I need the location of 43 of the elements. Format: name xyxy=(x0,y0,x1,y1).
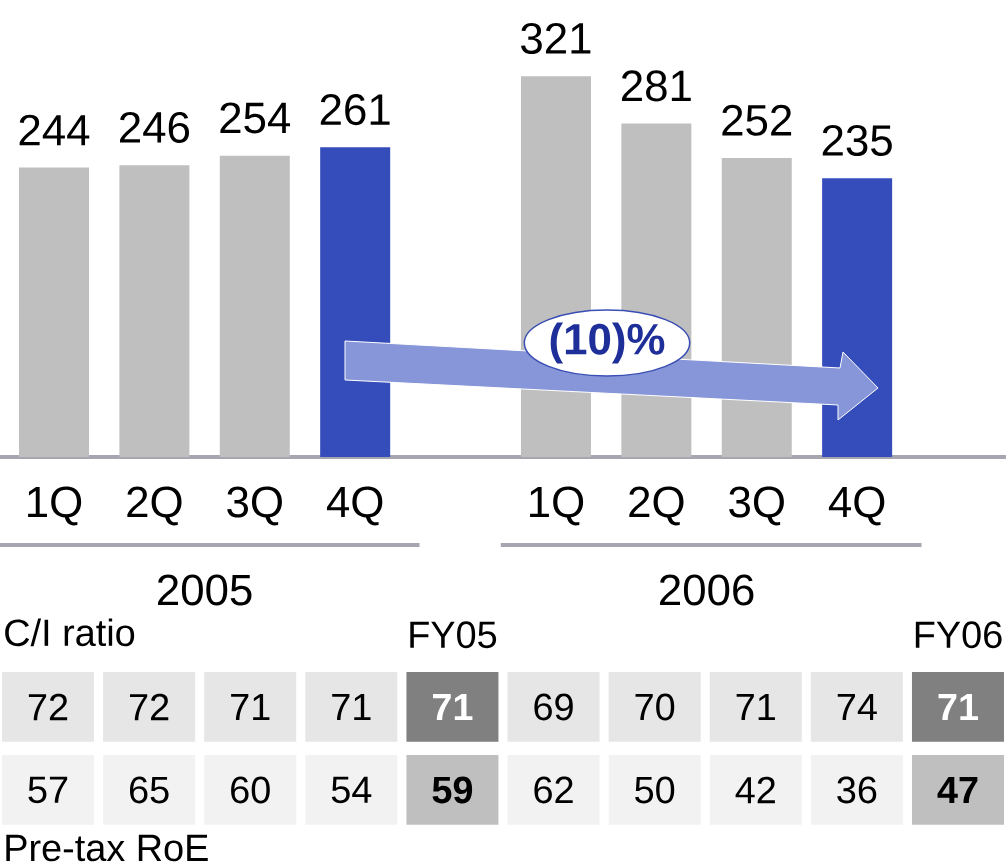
data-label: 59 xyxy=(432,776,473,804)
data-label: 281 xyxy=(621,70,691,102)
x-tick-label: FY05 xyxy=(410,621,497,649)
y-tick-label: C/I ratio xyxy=(5,618,135,647)
data-label: 261 xyxy=(320,94,390,126)
data-label: 72 xyxy=(130,693,169,721)
y-tick-label: Pre-tax RoE xyxy=(6,834,208,862)
x-tick-label: FY06 xyxy=(915,621,1002,649)
data-label: 71 xyxy=(736,693,775,720)
annotation: 2005 xyxy=(158,574,252,606)
data-label: 254 xyxy=(220,102,291,134)
x-tick-label: 1Q xyxy=(530,486,584,526)
x-tick-label: 3Q xyxy=(729,486,784,526)
data-label: 62 xyxy=(534,776,573,804)
data-label: 71 xyxy=(332,693,371,720)
annotation: (10)% xyxy=(550,322,665,364)
data-label: 42 xyxy=(735,776,775,804)
data-label: 71 xyxy=(433,693,473,720)
x-tick-label: 2Q xyxy=(127,486,182,526)
data-label: 252 xyxy=(722,104,792,136)
data-label: 54 xyxy=(331,776,372,804)
data-label: 60 xyxy=(231,776,270,804)
data-label: 74 xyxy=(837,693,877,720)
data-label: 57 xyxy=(28,776,68,804)
data-label: 50 xyxy=(635,776,675,804)
data-label: 70 xyxy=(635,693,675,721)
x-tick-label: 1Q xyxy=(28,486,82,526)
data-label: 69 xyxy=(534,693,573,721)
data-label: 71 xyxy=(938,693,978,720)
annotation: 2006 xyxy=(660,574,754,606)
x-tick-label: 4Q xyxy=(326,486,383,526)
data-label: 71 xyxy=(231,693,270,720)
data-label: 36 xyxy=(837,776,877,804)
x-tick-label: 2Q xyxy=(629,486,684,526)
x-tick-label: 3Q xyxy=(227,486,282,526)
data-label: 47 xyxy=(937,776,978,803)
data-label: 246 xyxy=(120,111,190,143)
data-label: 321 xyxy=(521,22,591,54)
x-tick-label: 4Q xyxy=(828,486,885,526)
data-label: 244 xyxy=(19,114,90,146)
data-label: 72 xyxy=(28,693,68,721)
data-label: 65 xyxy=(129,776,169,804)
data-label: 235 xyxy=(822,124,892,156)
